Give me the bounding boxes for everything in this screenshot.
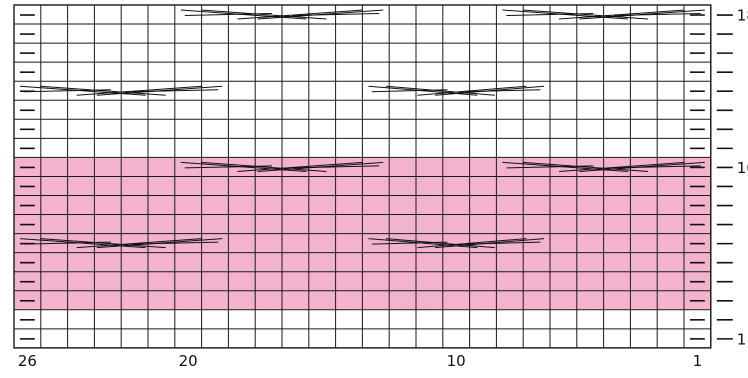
cable-stroke xyxy=(506,165,594,169)
cable-cross-icon xyxy=(19,85,223,96)
cable-stroke xyxy=(371,241,448,245)
cable-stroke xyxy=(417,85,527,96)
cable-stroke xyxy=(371,89,448,93)
cable-cross-icon xyxy=(502,9,705,20)
cable-stroke xyxy=(131,241,219,245)
col-label: 10 xyxy=(447,352,466,370)
cable-stroke xyxy=(201,161,327,172)
cable-stroke xyxy=(417,238,527,249)
cable-stroke xyxy=(292,165,380,169)
row-label: 10 xyxy=(737,159,748,177)
cable-cross-icon xyxy=(180,9,384,20)
cable-stroke xyxy=(464,89,541,93)
cable-stroke xyxy=(506,13,594,17)
cable-stroke xyxy=(40,238,166,249)
cable-stroke xyxy=(24,241,112,245)
cable-stroke xyxy=(237,9,363,20)
cable-stroke xyxy=(522,161,649,172)
cable-stroke xyxy=(184,165,272,169)
cable-stroke xyxy=(184,13,272,17)
cable-stroke xyxy=(385,238,495,249)
row-label: 1 xyxy=(737,330,747,348)
cable-stroke xyxy=(613,165,701,169)
cable-stroke xyxy=(24,89,112,93)
cable-stroke xyxy=(131,89,219,93)
cable-stroke xyxy=(385,85,495,96)
col-label: 26 xyxy=(18,352,37,370)
cable-cross-icon xyxy=(180,161,384,172)
cable-stroke xyxy=(201,9,327,20)
cable-stroke xyxy=(76,238,203,249)
cable-stroke xyxy=(292,13,380,17)
cable-stroke xyxy=(522,9,649,20)
col-label: 20 xyxy=(179,352,198,370)
cable-cross-icon xyxy=(368,238,545,249)
col-label: 1 xyxy=(693,352,703,370)
cable-stroke xyxy=(40,85,166,96)
cable-stroke xyxy=(237,161,363,172)
cable-stroke xyxy=(559,161,685,172)
row-label: 18 xyxy=(737,7,748,25)
cable-cross-icon xyxy=(19,238,223,249)
cable-cross-icon xyxy=(368,85,545,96)
grid-border xyxy=(13,4,712,349)
cable-stroke xyxy=(559,9,685,20)
cable-stroke xyxy=(76,85,203,96)
cable-stroke xyxy=(613,13,701,17)
cable-stroke xyxy=(464,241,541,245)
cable-cross-icon xyxy=(502,161,705,172)
